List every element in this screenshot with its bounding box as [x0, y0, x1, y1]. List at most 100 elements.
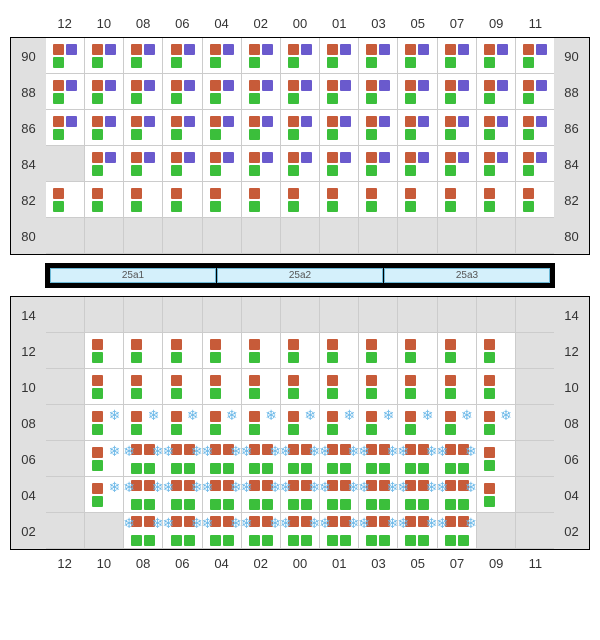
grid-cell	[85, 218, 123, 253]
snowflake-icon: ❄	[148, 407, 160, 424]
snowflake-icon: ❄	[422, 407, 434, 424]
grid-cell	[320, 333, 358, 368]
snowflake-icon: ❄	[202, 443, 214, 460]
col-label: 09	[477, 10, 516, 37]
grid-cell	[477, 110, 515, 145]
grid-cell	[320, 146, 358, 181]
grid-cell	[242, 182, 280, 217]
grid-cell	[438, 38, 476, 73]
grid-cell: ❄❄	[320, 513, 358, 548]
grid-cell	[477, 369, 515, 404]
row-label: 06	[554, 441, 589, 477]
snowflake-icon: ❄	[319, 443, 331, 460]
row-label: 80	[554, 218, 589, 254]
grid-cell: ❄	[163, 405, 201, 440]
snowflake-icon: ❄	[358, 443, 370, 460]
grid-cell	[516, 405, 554, 440]
snowflake-icon: ❄	[358, 515, 370, 532]
grid-cell	[359, 333, 397, 368]
col-label: 00	[280, 550, 319, 577]
row-label: 06	[11, 441, 46, 477]
top-cells	[46, 38, 554, 254]
grid-cell	[398, 218, 436, 253]
grid-cell	[163, 182, 201, 217]
grid-cell	[163, 369, 201, 404]
grid-cell	[203, 74, 241, 109]
snowflake-icon: ❄	[343, 407, 355, 424]
bottom-col-labels: 12100806040200010305070911	[10, 550, 590, 577]
grid-cell: ❄❄	[242, 513, 280, 548]
col-label: 03	[359, 550, 398, 577]
col-label: 00	[280, 10, 319, 37]
grid-cell	[242, 38, 280, 73]
grid-cell	[438, 369, 476, 404]
row-label: 12	[11, 333, 46, 369]
row-label: 08	[554, 405, 589, 441]
grid-cell	[242, 333, 280, 368]
grid-cell	[242, 110, 280, 145]
grid-cell	[516, 218, 554, 253]
grid-cell: ❄❄	[281, 477, 319, 512]
snowflake-icon: ❄	[280, 515, 292, 532]
grid-cell: ❄❄	[320, 477, 358, 512]
grid-cell	[281, 218, 319, 253]
col-label: 12	[45, 10, 84, 37]
row-label: 84	[554, 146, 589, 182]
grid-cell	[124, 146, 162, 181]
grid-cell	[46, 110, 84, 145]
banner-cell: 25a3	[384, 268, 550, 283]
col-label: 05	[398, 10, 437, 37]
snowflake-icon: ❄	[304, 407, 316, 424]
grid-cell	[359, 297, 397, 332]
grid-cell	[516, 513, 554, 548]
grid-cell	[281, 333, 319, 368]
grid-cell: ❄❄	[124, 477, 162, 512]
grid-cell	[124, 182, 162, 217]
row-label: 04	[11, 477, 46, 513]
grid-cell	[85, 110, 123, 145]
grid-cell	[516, 297, 554, 332]
snowflake-icon: ❄	[123, 443, 135, 460]
row-label: 10	[554, 369, 589, 405]
grid-cell	[163, 297, 201, 332]
grid-cell	[163, 218, 201, 253]
grid-cell: ❄❄	[163, 441, 201, 476]
grid-cell: ❄❄	[203, 513, 241, 548]
grid-cell	[281, 369, 319, 404]
grid-cell	[320, 297, 358, 332]
grid-cell	[85, 146, 123, 181]
grid-cell	[477, 74, 515, 109]
grid-cell	[438, 218, 476, 253]
snowflake-icon: ❄	[226, 407, 238, 424]
grid-cell: ❄	[85, 405, 123, 440]
row-label: 10	[11, 369, 46, 405]
col-label: 07	[437, 10, 476, 37]
col-label: 09	[477, 550, 516, 577]
grid-cell: ❄	[320, 405, 358, 440]
grid-cell	[516, 182, 554, 217]
snowflake-icon: ❄	[109, 479, 121, 496]
snowflake-icon: ❄	[241, 515, 253, 532]
row-label: 04	[554, 477, 589, 513]
grid-cell: ❄❄	[438, 441, 476, 476]
bottom-cells: ❄❄❄❄❄❄❄❄❄❄❄❄❄❄❄❄❄❄❄❄❄❄❄❄❄❄❄❄❄❄❄❄❄❄❄❄❄❄❄❄…	[46, 297, 554, 549]
grid-cell	[242, 218, 280, 253]
grid-cell	[438, 333, 476, 368]
grid-cell	[46, 441, 84, 476]
col-label: 05	[398, 550, 437, 577]
grid-cell	[203, 182, 241, 217]
row-label: 02	[554, 513, 589, 549]
snowflake-icon: ❄	[465, 443, 477, 460]
grid-cell	[477, 38, 515, 73]
snowflake-icon: ❄	[123, 479, 135, 496]
col-label: 02	[241, 550, 280, 577]
grid-cell	[85, 513, 123, 548]
grid-cell	[203, 333, 241, 368]
top-row-labels-left: 908886848280	[11, 38, 46, 254]
snowflake-icon: ❄	[265, 407, 277, 424]
grid-cell: ❄❄	[203, 441, 241, 476]
grid-cell: ❄	[124, 405, 162, 440]
grid-cell	[203, 110, 241, 145]
grid-cell	[163, 146, 201, 181]
grid-cell	[281, 146, 319, 181]
